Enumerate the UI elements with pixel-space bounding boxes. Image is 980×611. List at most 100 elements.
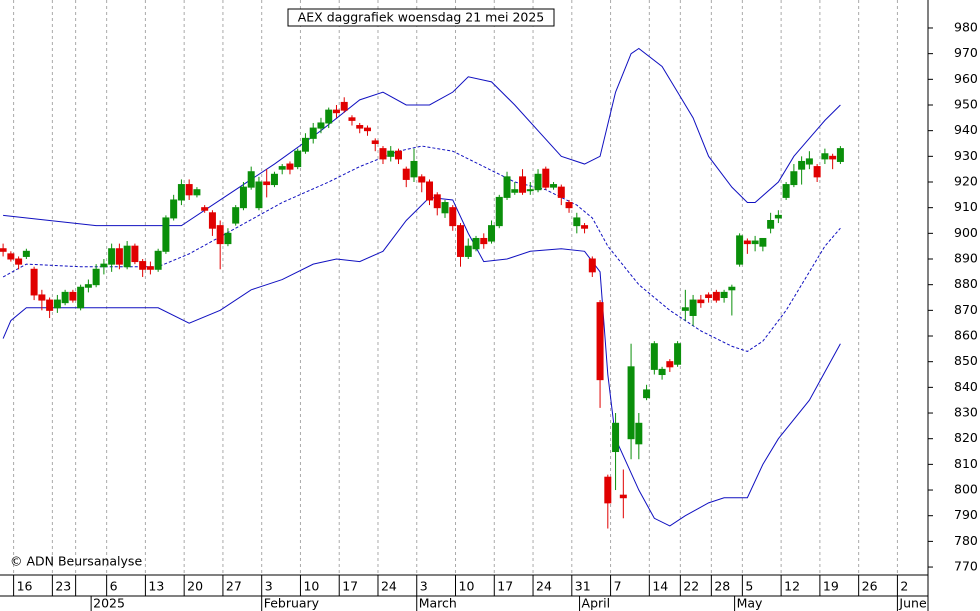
candle-body [581, 225, 589, 229]
candle-body [635, 422, 643, 445]
candle-body [92, 268, 100, 286]
month-label: April [582, 596, 611, 611]
candle-body [263, 181, 271, 186]
y-tick-label: 870 [954, 302, 978, 317]
candle-body [22, 250, 30, 257]
x-tick-label: 10 [303, 579, 319, 594]
title-box [287, 8, 555, 27]
candle-body [743, 240, 751, 245]
candle-body [177, 184, 185, 201]
candle-body [193, 189, 201, 196]
candle-body [208, 212, 216, 229]
candle-body [394, 150, 402, 160]
y-tick-label: 810 [954, 456, 978, 471]
candle-body [728, 286, 736, 291]
x-tick-label: 2 [900, 579, 908, 594]
candle-body [139, 261, 147, 270]
x-tick-label: 3 [265, 579, 273, 594]
y-tick-label: 930 [954, 148, 978, 163]
candle-body [480, 237, 488, 245]
candle-body [402, 168, 410, 180]
candle-body [751, 240, 759, 245]
x-tick-label: 31 [575, 579, 591, 594]
candle-body [449, 207, 457, 227]
candle-body [309, 127, 317, 139]
month-label: May [737, 596, 763, 611]
candle-body [294, 150, 302, 168]
chart-title: AEX daggrafiek woensdag 21 mei 2025 [298, 10, 545, 25]
y-tick-label: 770 [954, 559, 978, 574]
candle-body [534, 173, 542, 191]
y-tick-label: 800 [954, 482, 978, 497]
candle-body [596, 302, 604, 381]
candle-body [146, 266, 154, 270]
x-tick-label: 23 [55, 579, 71, 594]
month-label: 2025 [93, 596, 125, 611]
candle-body [232, 207, 240, 224]
candle-body [790, 171, 798, 186]
candle-body [348, 117, 356, 121]
candle-body [720, 291, 728, 299]
candle-body [224, 232, 232, 245]
candle-body [7, 253, 15, 260]
y-tick-label: 910 [954, 199, 978, 214]
marks [0, 47, 844, 529]
month-label: March [419, 596, 457, 611]
candle-body [767, 220, 775, 229]
candle-body [557, 186, 565, 198]
candle-body [356, 125, 364, 129]
x-tick-label: 16 [17, 579, 33, 594]
y-tick-label: 980 [954, 19, 978, 34]
candle-body [255, 181, 263, 209]
candle-body [464, 245, 472, 257]
candle-body [185, 184, 193, 196]
y-tick-label: 890 [954, 251, 978, 266]
candle-body [674, 343, 682, 365]
candle-body [270, 173, 278, 186]
x-tick-label: 28 [714, 579, 730, 594]
x-tick-label: 24 [381, 579, 397, 594]
candle-body [604, 476, 612, 504]
candle-body [705, 294, 713, 299]
y-tick-label: 950 [954, 96, 978, 111]
x-tick-label: 5 [745, 579, 753, 594]
x-tick-label: 13 [148, 579, 164, 594]
candle-body [278, 166, 286, 170]
candle-body [410, 160, 418, 178]
candle-body [433, 194, 441, 209]
candle-body [573, 217, 581, 227]
candle-body [84, 284, 92, 288]
month-label: June [898, 596, 927, 611]
candle-body [526, 189, 534, 192]
candle-body [681, 307, 689, 311]
x-tick-label: 17 [497, 579, 513, 594]
candle-body [782, 184, 790, 198]
candle-body [495, 196, 503, 227]
x-tick-label: 22 [683, 579, 699, 594]
candle-body [239, 186, 247, 209]
y-tick-label: 960 [954, 71, 978, 86]
candle-body [115, 248, 123, 265]
candle-body [371, 140, 379, 144]
candle-body [15, 258, 23, 265]
x-tick-label: 12 [784, 579, 800, 594]
candle-body [154, 250, 162, 270]
candle-body [77, 286, 85, 309]
candle-body [650, 343, 658, 370]
candle-body [38, 294, 46, 301]
candle-body [325, 109, 333, 124]
candle-body [805, 158, 813, 165]
x-tick-label: 10 [459, 579, 475, 594]
candle-body [340, 101, 348, 111]
candle-body [46, 299, 54, 311]
candle-body [170, 199, 178, 219]
candle-body [821, 153, 829, 160]
candle-body [286, 163, 294, 170]
x-tick-label: 26 [862, 579, 878, 594]
x-tick-label: 6 [110, 579, 118, 594]
candle-body [162, 217, 170, 252]
candle-body [100, 263, 108, 268]
candle-body [511, 189, 519, 193]
